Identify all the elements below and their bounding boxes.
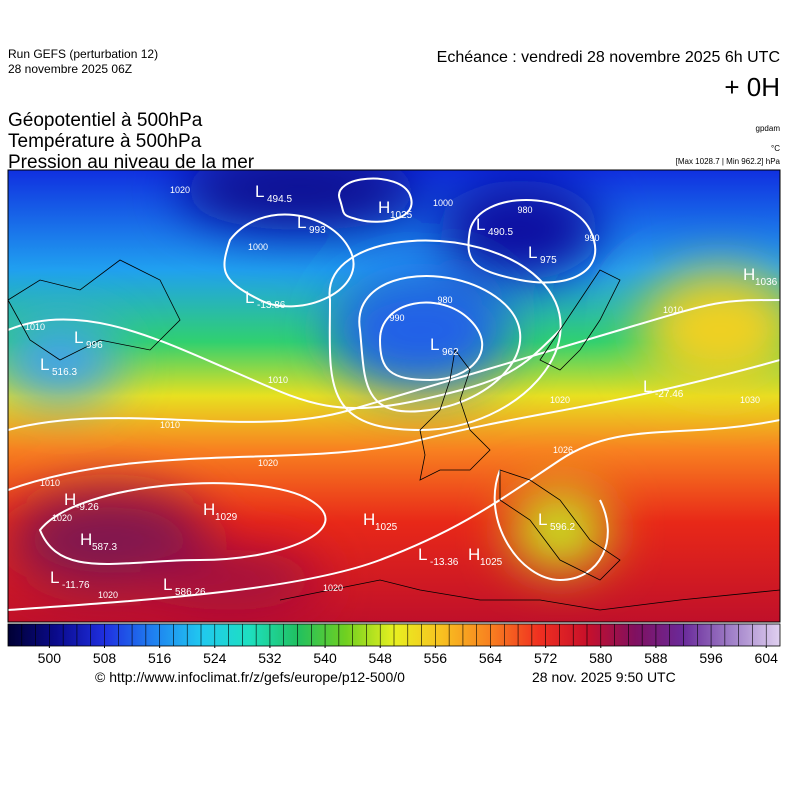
- center-letter: L: [255, 182, 264, 201]
- center-letter: L: [50, 568, 59, 587]
- center-value: 1025: [390, 210, 413, 221]
- isobar-label: 980: [517, 205, 532, 215]
- center-letter: L: [245, 288, 254, 307]
- center-letter: L: [418, 545, 427, 564]
- colorbar-tick-label: 580: [589, 650, 613, 666]
- center-letter: L: [40, 355, 49, 374]
- colorbar-tick-label: 564: [479, 650, 503, 666]
- center-value: 586.26: [175, 587, 206, 598]
- center-value: 490.5: [488, 227, 513, 238]
- center-letter: L: [74, 328, 83, 347]
- colorbar-tick-label: 572: [534, 650, 558, 666]
- center-letter: H: [743, 265, 755, 284]
- center-letter: L: [538, 510, 547, 529]
- colorbar: 500 508 516 524 532 540 548 556 564 572 580 588 596 6…: [7, 623, 781, 666]
- center-letter: H: [203, 500, 215, 519]
- footer-url: © http://www.infoclimat.fr/z/gefs/europe…: [95, 669, 405, 685]
- isobar-label: 1020: [323, 583, 343, 593]
- title-pressure: Pression au niveau de la mer: [8, 152, 255, 173]
- isobar-label: 980: [437, 295, 452, 305]
- colorbar-tick-label: 516: [148, 650, 172, 666]
- center-letter: L: [297, 213, 306, 232]
- center-value: 494.5: [267, 194, 292, 205]
- title-geopotential: Géopotentiel à 500hPa: [8, 110, 203, 131]
- center-letter: L: [163, 575, 172, 594]
- isobar-label: 1010: [663, 305, 683, 315]
- colorbar-tick-label: 588: [644, 650, 668, 666]
- isobar-label: 1000: [433, 198, 453, 208]
- center-value: 1029: [215, 512, 238, 523]
- isobar-label: 1030: [740, 395, 760, 405]
- center-letter: L: [528, 243, 537, 262]
- map-frame: [7, 169, 781, 623]
- center-letter: H: [64, 490, 76, 509]
- center-letter: H: [80, 530, 92, 549]
- center-value: 1036: [755, 277, 778, 288]
- center-value: 587.3: [92, 542, 117, 553]
- unit-celsius: °C: [771, 144, 780, 153]
- center-value: 516.3: [52, 367, 77, 378]
- center-value: -11.76: [62, 580, 90, 591]
- echeance: Echéance : vendredi 28 novembre 2025 6h …: [437, 49, 780, 66]
- center-letter: H: [468, 545, 480, 564]
- isobar-label: 1000: [248, 242, 268, 252]
- center-value: -27.46: [655, 389, 684, 400]
- center-value: 596.2: [550, 522, 575, 533]
- center-letter: L: [476, 215, 485, 234]
- isobar-label: 1020: [52, 513, 72, 523]
- colorbar-tick-label: 500: [38, 650, 62, 666]
- isobar-label: 1010: [268, 375, 288, 385]
- center-letter: H: [363, 510, 375, 529]
- isobar-label: 1010: [160, 420, 180, 430]
- center-value: 996: [86, 340, 103, 351]
- run-label: Run GEFS (perturbation 12): [8, 47, 158, 61]
- center-value: 1025: [480, 557, 503, 568]
- unit-hpa: [Max 1028.7 | Min 962.2] hPa: [676, 157, 781, 166]
- center-letter: L: [643, 377, 652, 396]
- colorbar-tick-label: 524: [203, 650, 227, 666]
- isobar-label: 1020: [258, 458, 278, 468]
- center-letter: L: [430, 335, 439, 354]
- center-letter: H: [378, 198, 390, 217]
- isobar-label: 990: [389, 313, 404, 323]
- center-value: 993: [309, 225, 326, 236]
- isobar-label: 1020: [170, 185, 190, 195]
- center-value: 975: [540, 255, 557, 266]
- isobar-label: 1026: [553, 445, 573, 455]
- isobar-label: 1020: [550, 395, 570, 405]
- colorbar-tick-label: 532: [258, 650, 282, 666]
- isobar-label: 1020: [98, 590, 118, 600]
- colorbar-tick-label: 548: [369, 650, 393, 666]
- isobar-label: 1010: [25, 322, 45, 332]
- center-value: 962: [442, 347, 459, 358]
- unit-gpdam: gpdam: [756, 124, 781, 133]
- lead-time: + 0H: [724, 72, 780, 102]
- isobar-label: 1010: [40, 478, 60, 488]
- colorbar-tick-label: 508: [93, 650, 117, 666]
- center-value: -13.86: [257, 300, 286, 311]
- title-temperature: Température à 500hPa: [8, 131, 202, 152]
- footer-time: 28 nov. 2025 9:50 UTC: [532, 669, 676, 685]
- center-value: -9.26: [76, 502, 99, 513]
- isobar-label: 990: [584, 233, 599, 243]
- colorbar-tick-label: 604: [755, 650, 779, 666]
- colorbar-tick-label: 540: [313, 650, 337, 666]
- colorbar-tick-label: 596: [699, 650, 723, 666]
- center-value: -13.36: [430, 557, 459, 568]
- coastlines: [8, 259, 780, 611]
- run-date: 28 novembre 2025 06Z: [8, 62, 132, 76]
- colorbar-tick-label: 556: [424, 650, 448, 666]
- center-value: 1025: [375, 522, 398, 533]
- isobars: [8, 177, 780, 611]
